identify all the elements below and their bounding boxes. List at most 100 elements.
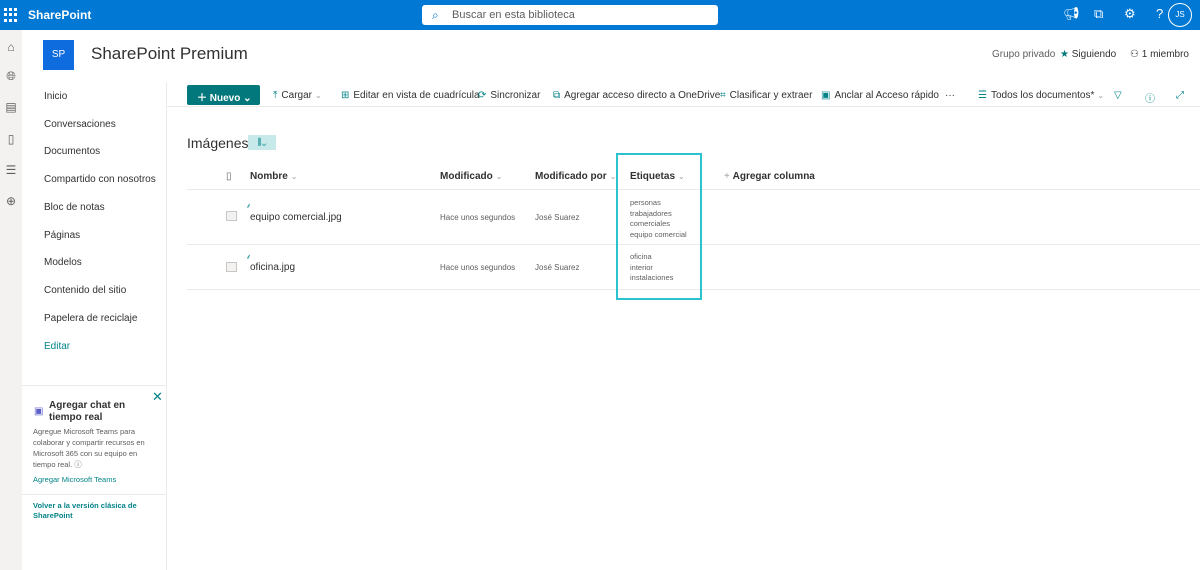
nav-edit-link[interactable]: Editar <box>44 341 71 352</box>
modified-cell: Hace unos segundos <box>440 213 516 222</box>
avatar[interactable]: JS <box>1168 3 1192 27</box>
sync-label: Sincronizar <box>490 90 541 101</box>
suite-bar: SharePoint ⌕ Buscar en esta biblioteca 📢︎… <box>0 0 1200 30</box>
new-item-icon: ⸙ <box>246 203 252 210</box>
search-input[interactable]: ⌕ Buscar en esta biblioteca <box>422 5 718 25</box>
lists-icon[interactable]: ☰ <box>5 163 17 177</box>
command-bar: ⤒ Cargar ⌄ ⊞ Editar en vista de cuadrícula … <box>167 82 1200 107</box>
library-view-button[interactable]: ⫼⌄ <box>248 135 276 150</box>
nav-item-paginas[interactable]: Páginas <box>44 230 81 241</box>
nav-item-compartido[interactable]: Compartido con nosotros <box>44 174 156 185</box>
nav-item-papelera[interactable]: Papelera de reciclaje <box>44 313 138 324</box>
new-button[interactable]: ＋ Nuevo ⌄ <box>187 85 260 105</box>
grid-view-button[interactable]: ⊞ Editar en vista de cuadrícula <box>341 90 480 101</box>
left-nav: Inicio Conversaciones Documentos Compart… <box>22 82 167 570</box>
megaphone-icon[interactable]: 📢︎ <box>1063 6 1080 21</box>
upload-button[interactable]: ⤒ Cargar ⌄ <box>273 90 322 101</box>
site-logo[interactable]: SP <box>43 40 74 70</box>
nav-item-documentos[interactable]: Documentos <box>44 146 101 157</box>
pin-label: Anclar al Acceso rápido <box>834 90 939 101</box>
follow-label: Siguiendo <box>1071 49 1117 60</box>
file-name-link[interactable]: oficina.jpg <box>250 262 296 273</box>
teams-card: ✕ ▣ Agregar chat en tiempo real Agregue … <box>22 385 167 495</box>
shortcut-label: Agregar acceso directo a OneDrive <box>564 90 721 101</box>
view-list-icon: ☰ <box>978 90 987 101</box>
tag: oficina <box>630 252 652 261</box>
classic-experience-link[interactable]: Volver a la versión clásica de SharePoin… <box>33 501 137 520</box>
site-title[interactable]: SharePoint Premium <box>91 44 248 63</box>
teams-card-title: Agregar chat en tiempo real <box>49 400 126 423</box>
teams-card-body: Agregue Microsoft Teams para colaborar y… <box>33 426 161 470</box>
modified-by-cell[interactable]: José Suarez <box>535 263 580 272</box>
classify-button[interactable]: ⌗ Clasificar y extraer <box>720 90 812 101</box>
tags-column-highlight <box>616 153 702 300</box>
search-icon: ⌕ <box>432 8 439 22</box>
add-column-button[interactable]: + Agregar columna <box>724 171 815 182</box>
add-teams-link[interactable]: Agregar Microsoft Teams <box>33 475 117 484</box>
waffle-icon[interactable] <box>3 7 19 23</box>
sync-icon: ⟳ <box>478 90 487 101</box>
view-selector[interactable]: ☰ Todos los documentos* ⌄ <box>978 90 1105 101</box>
app-name[interactable]: SharePoint <box>28 8 92 22</box>
column-label: Modificado por <box>535 171 607 182</box>
image-file-icon <box>226 211 237 221</box>
close-icon[interactable]: ✕ <box>152 389 163 404</box>
divider <box>187 189 1200 190</box>
share-icon[interactable]: ⧉ <box>1094 6 1104 21</box>
new-label: Nuevo <box>209 93 241 104</box>
document-icon[interactable]: ▯ <box>7 132 15 146</box>
nav-item-inicio[interactable]: Inicio <box>44 91 68 102</box>
tag: equipo comercial <box>630 229 687 239</box>
follow-button[interactable]: ★ Siguiendo <box>1060 49 1116 60</box>
view-label: Todos los documentos* <box>990 90 1095 101</box>
pin-icon: ▣ <box>821 90 831 101</box>
nav-item-bloc-notas[interactable]: Bloc de notas <box>44 202 105 213</box>
sync-button[interactable]: ⟳ Sincronizar <box>478 90 540 101</box>
tag: trabajadores <box>630 208 672 218</box>
nav-item-conversaciones[interactable]: Conversaciones <box>44 119 116 130</box>
image-file-icon <box>226 262 237 272</box>
modified-by-cell[interactable]: José Suarez <box>535 213 580 222</box>
tag: personas <box>630 198 661 207</box>
more-button[interactable]: ··· <box>945 90 955 101</box>
file-name-link[interactable]: equipo comercial.jpg <box>250 212 342 223</box>
grid-icon: ⊞ <box>341 90 350 101</box>
column-label: Nombre <box>250 171 288 182</box>
create-icon[interactable]: ⊕ <box>5 194 17 208</box>
tag: instalaciones <box>630 273 674 282</box>
onedrive-shortcut-button[interactable]: ⧉ Agregar acceso directo a OneDrive <box>553 90 720 101</box>
column-header-nombre[interactable]: Nombre ⌄ <box>250 171 298 182</box>
tag: comerciales <box>630 219 671 228</box>
pin-quick-access-button[interactable]: ▣ Anclar al Acceso rápido <box>821 90 939 101</box>
members-label: 1 miembro <box>1141 49 1189 60</box>
upload-label: Cargar <box>281 90 312 101</box>
members-button[interactable]: ⚇ 1 miembro <box>1130 49 1189 60</box>
info-pane-icon[interactable]: ⓘ <box>1145 94 1155 105</box>
star-icon: ★ <box>1060 49 1069 60</box>
home-icon[interactable]: ⌂ <box>7 40 15 54</box>
column-header-etiquetas[interactable]: Etiquetas ⌄ <box>630 171 685 182</box>
filter-icon[interactable]: ▽ <box>1114 90 1122 101</box>
add-column-label: Agregar columna <box>732 171 815 182</box>
new-item-icon: ⸙ <box>246 254 252 261</box>
teams-card-text: Agregue Microsoft Teams para colaborar y… <box>33 427 145 469</box>
person-icon: ⚇ <box>1130 49 1139 60</box>
gear-icon[interactable]: ⚙ <box>1124 6 1136 21</box>
column-label: Etiquetas <box>630 171 676 182</box>
tag: interior <box>630 262 653 272</box>
help-icon[interactable]: ? <box>1156 6 1164 21</box>
expand-icon[interactable]: ⤢ <box>1176 90 1184 101</box>
teams-icon: ▣ <box>34 406 44 417</box>
globe-icon[interactable]: 🌐︎ <box>6 69 16 83</box>
scan-icon: ⌗ <box>720 90 726 101</box>
news-icon[interactable]: ▤ <box>5 100 17 114</box>
column-header-modificado[interactable]: Modificado ⌄ <box>440 171 503 182</box>
nav-item-modelos[interactable]: Modelos <box>44 257 82 268</box>
file-type-header-icon[interactable]: ▯ <box>226 171 232 182</box>
column-header-modificado-por[interactable]: Modificado por ⌄ <box>535 171 617 182</box>
app-rail: ⌂ 🌐︎ ▤ ▯ ☰ ⊕ <box>0 30 22 570</box>
privacy-label: Grupo privado <box>992 49 1056 60</box>
classify-label: Clasificar y extraer <box>729 90 813 101</box>
nav-item-contenido[interactable]: Contenido del sitio <box>44 285 127 296</box>
info-icon[interactable]: ⓘ <box>74 460 82 469</box>
